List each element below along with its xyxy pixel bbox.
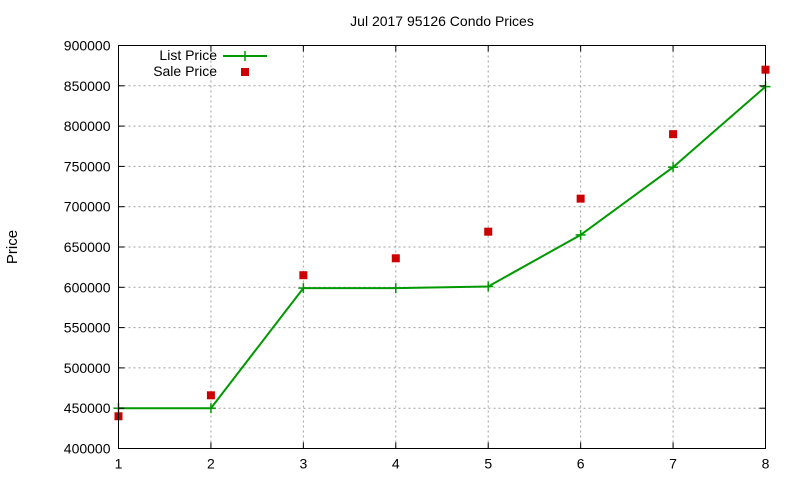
sale-price-point — [669, 130, 678, 139]
y-tick-label: 800000 — [64, 118, 111, 134]
plot-frame — [118, 45, 766, 449]
list-price-point — [483, 281, 494, 292]
y-tick-label: 900000 — [64, 38, 111, 54]
sale-price-point — [206, 391, 215, 400]
legend-label-list-price: List Price — [159, 47, 217, 63]
legend-marker-list-price — [240, 51, 250, 61]
list-price-point — [205, 403, 216, 414]
x-tick-label: 3 — [299, 456, 307, 472]
x-tick-label: 2 — [207, 456, 215, 472]
y-tick-label: 650000 — [64, 239, 111, 255]
y-tick-label: 700000 — [64, 199, 111, 215]
x-tick-label: 7 — [669, 456, 677, 472]
sale-price-point — [576, 194, 585, 203]
y-tick-label: 550000 — [64, 320, 111, 336]
y-tick-label: 400000 — [64, 441, 111, 457]
legend-swatch-sale-price — [241, 68, 249, 76]
chart-title: Jul 2017 95126 Condo Prices — [350, 13, 534, 29]
y-tick-label: 450000 — [64, 400, 111, 416]
x-tick-label: 4 — [392, 456, 400, 472]
list-price-point — [298, 283, 309, 294]
list-price-point — [668, 162, 679, 173]
axis-ticks — [118, 45, 766, 449]
grid-lines — [118, 45, 766, 449]
sale-price-point — [484, 227, 493, 236]
legend-swatch-list-price — [223, 51, 267, 61]
tick-labels: 1 2 3 4 5 6 7 8 400000 450000 500000 550000 600000 65… — [64, 38, 770, 472]
y-tick-label: 600000 — [64, 279, 111, 295]
y-axis-label: Price — [4, 230, 21, 264]
legend: List Price Sale Price — [153, 47, 267, 79]
y-tick-label: 500000 — [64, 360, 111, 376]
x-tick-label: 8 — [762, 456, 770, 472]
legend-label-sale-price: Sale Price — [153, 63, 217, 79]
legend-marker-sale-price — [241, 68, 249, 76]
y-tick-label: 750000 — [64, 158, 111, 174]
sale-price-point — [391, 254, 400, 263]
list-price-line — [118, 85, 767, 410]
sale-price-point — [299, 271, 308, 280]
list-price-point — [575, 229, 586, 240]
list-price-point — [390, 283, 401, 294]
x-tick-label: 5 — [484, 456, 492, 472]
x-tick-label: 1 — [115, 456, 123, 472]
x-tick-label: 6 — [577, 456, 585, 472]
plot-series — [113, 65, 771, 421]
y-tick-label: 850000 — [64, 78, 111, 94]
